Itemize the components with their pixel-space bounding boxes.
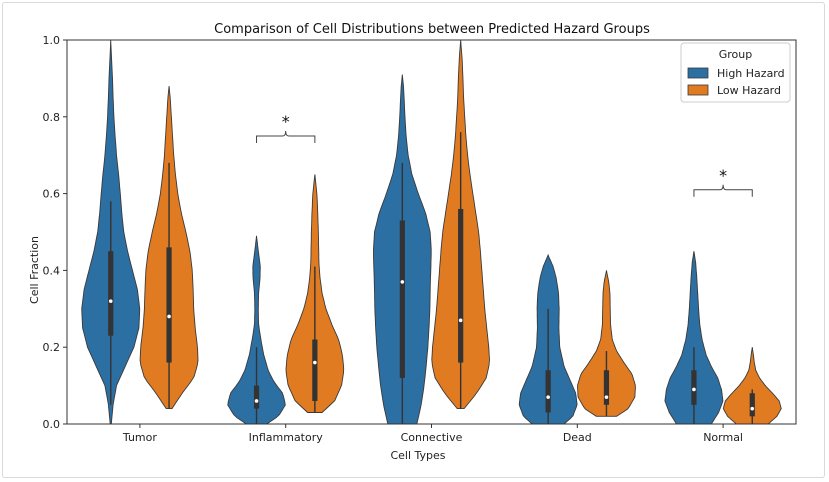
y-tick-label: 0.0 <box>43 418 61 431</box>
iqr-box-low-hazard-tumor <box>166 247 172 363</box>
significance-star-normal: * <box>719 166 727 185</box>
chart-title: Comparison of Cell Distributions between… <box>214 22 650 37</box>
x-tick-label-normal: Normal <box>703 431 743 444</box>
axes-layer: 0.0 0.2 0.4 0.6 0.8 1.0 Tumor Inflammatory Conne… <box>43 34 797 444</box>
median-dot-low-hazard-inflammatory <box>313 360 317 365</box>
y-tick-label: 0.8 <box>43 111 61 124</box>
median-dot-high-hazard-tumor <box>108 299 113 303</box>
iqr-box-low-hazard-inflammatory <box>312 339 318 401</box>
violin-low-hazard-dead <box>577 270 636 417</box>
iqr-box-high-hazard-inflammatory <box>253 385 260 409</box>
median-dot-low-hazard-connective <box>458 318 463 323</box>
significance-star-inflammatory: * <box>282 112 290 131</box>
y-tick-label: 0.6 <box>43 188 61 201</box>
median-dot-high-hazard-normal <box>692 387 696 392</box>
iqr-box-high-hazard-dead <box>545 370 551 413</box>
iqr-box-high-hazard-tumor <box>108 251 114 336</box>
violin-layer <box>81 39 782 425</box>
iqr-box-high-hazard-connective <box>399 220 405 378</box>
x-tick-label-dead: Dead <box>563 431 592 444</box>
x-axis-label: Cell Types <box>390 449 445 462</box>
iqr-box-high-hazard-normal <box>691 370 697 405</box>
significance-bracket-inflammatory <box>256 130 316 143</box>
violin-high-hazard-normal <box>664 251 724 425</box>
y-tick-label: 1.0 <box>43 34 61 47</box>
median-dot-high-hazard-inflammatory <box>254 399 259 403</box>
median-dot-low-hazard-normal <box>750 406 755 411</box>
iqr-box-low-hazard-connective <box>458 208 464 363</box>
legend-swatch-high-hazard <box>687 67 709 79</box>
violin-high-hazard-inflammatory <box>227 235 286 425</box>
y-tick-label: 0.4 <box>43 264 61 277</box>
violin-low-hazard-normal <box>722 347 782 425</box>
median-dot-high-hazard-dead <box>546 395 550 399</box>
legend-swatch-low-hazard <box>687 84 709 96</box>
x-tick-label-tumor: Tumor <box>122 431 157 444</box>
iqr-box-low-hazard-dead <box>603 370 610 405</box>
y-axis-label: Cell Fraction <box>28 236 41 304</box>
significance-bracket-normal <box>693 184 753 197</box>
legend-entry-low-hazard: Low Hazard <box>717 84 781 97</box>
median-dot-low-hazard-dead <box>604 395 609 399</box>
legend-title: Group <box>719 48 753 61</box>
annotation-layer: ** <box>256 112 753 197</box>
x-tick-label-inflammatory: Inflammatory <box>249 431 324 444</box>
median-dot-low-hazard-tumor <box>167 314 171 319</box>
median-dot-high-hazard-connective <box>400 280 405 284</box>
y-tick-label: 0.2 <box>43 341 61 354</box>
x-tick-label-connective: Connective <box>401 431 463 444</box>
legend: Group High Hazard Low Hazard <box>680 42 791 103</box>
iqr-box-low-hazard-normal <box>749 393 755 417</box>
legend-entry-high-hazard: High Hazard <box>717 67 785 80</box>
